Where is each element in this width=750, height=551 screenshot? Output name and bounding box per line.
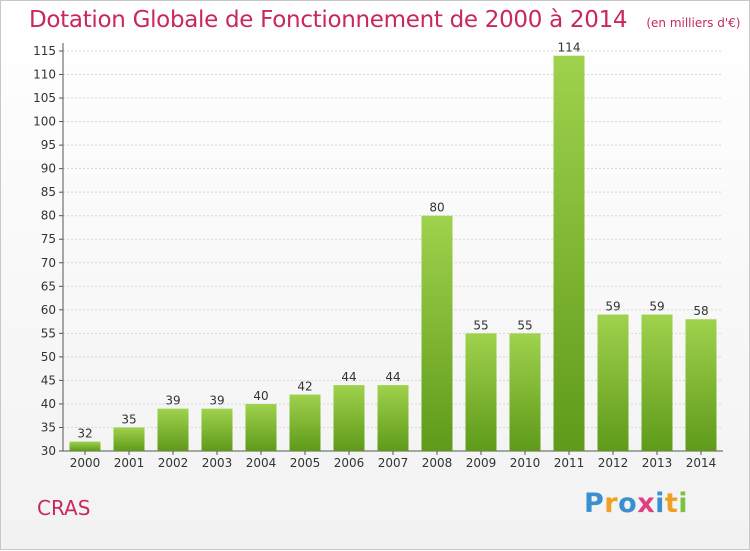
bar xyxy=(69,441,101,451)
data-label: 55 xyxy=(517,318,532,332)
chart-title-block: Dotation Globale de Fonctionnement de 20… xyxy=(29,7,740,33)
bars xyxy=(69,55,717,452)
data-label: 55 xyxy=(473,318,488,332)
commune-name: CRAS xyxy=(37,496,91,520)
x-tick-label: 2012 xyxy=(598,456,629,470)
x-tick-label: 2001 xyxy=(114,456,145,470)
data-label: 114 xyxy=(558,41,581,55)
x-tick-label: 2006 xyxy=(334,456,365,470)
y-tick-label: 70 xyxy=(41,256,56,270)
y-tick-label: 55 xyxy=(41,326,56,340)
y-tick-label: 100 xyxy=(33,115,56,129)
data-label: 80 xyxy=(429,201,444,215)
data-label: 59 xyxy=(649,300,664,314)
logo-letter: P xyxy=(584,488,605,519)
x-tick-label: 2009 xyxy=(466,456,497,470)
bar xyxy=(333,385,365,451)
y-tick-label: 90 xyxy=(41,162,56,176)
bar xyxy=(289,394,321,451)
x-tick-label: 2010 xyxy=(510,456,541,470)
x-tick-label: 2000 xyxy=(70,456,101,470)
bar xyxy=(465,333,497,451)
logo-letter: i xyxy=(678,488,689,519)
y-tick-label: 50 xyxy=(41,350,56,364)
bar xyxy=(509,333,541,451)
logo-letter: x xyxy=(637,488,656,519)
bar xyxy=(553,55,585,452)
y-tick-label: 115 xyxy=(33,44,56,58)
data-label: 42 xyxy=(297,380,312,394)
bar xyxy=(597,314,629,451)
y-tick-label: 80 xyxy=(41,209,56,223)
data-label: 44 xyxy=(385,370,400,384)
x-tick-label: 2004 xyxy=(246,456,277,470)
chart-subtitle: (en milliers d'€) xyxy=(646,16,741,30)
y-tick-label: 65 xyxy=(41,279,56,293)
y-tick-label: 105 xyxy=(33,91,56,105)
bar xyxy=(157,408,189,451)
x-tick-label: 2002 xyxy=(158,456,189,470)
logo-letter: o xyxy=(618,488,638,519)
y-tick-label: 40 xyxy=(41,397,56,411)
bar xyxy=(377,385,409,451)
y-tick-label: 85 xyxy=(41,185,56,199)
data-label: 58 xyxy=(693,304,708,318)
y-tick-label: 95 xyxy=(41,138,56,152)
y-tick-label: 60 xyxy=(41,303,56,317)
logo-letter: i xyxy=(655,488,665,519)
data-label: 39 xyxy=(165,394,180,408)
x-tick-label: 2007 xyxy=(378,456,409,470)
x-tick-label: 2014 xyxy=(686,456,717,470)
x-tick-label: 2005 xyxy=(290,456,321,470)
data-label: 44 xyxy=(341,370,356,384)
y-tick-label: 110 xyxy=(33,68,56,82)
y-tick-label: 75 xyxy=(41,232,56,246)
data-label: 59 xyxy=(605,300,620,314)
proxiti-logo: Proxiti xyxy=(584,488,688,519)
bar xyxy=(245,403,277,451)
bar xyxy=(113,427,145,451)
data-label: 40 xyxy=(253,389,268,403)
data-label: 35 xyxy=(121,412,136,426)
logo-letter: r xyxy=(604,488,619,519)
x-tick-label: 2013 xyxy=(642,456,673,470)
bar xyxy=(421,215,453,451)
data-label: 32 xyxy=(77,427,92,441)
y-tick-label: 35 xyxy=(41,420,56,434)
labels: 30 35 40 45 50 55 60 65 70 75 80 85 90 95 100 105 110 115… xyxy=(33,41,716,470)
logo-letter: t xyxy=(664,488,679,519)
x-tick-label: 2011 xyxy=(554,456,585,470)
bar xyxy=(201,408,233,451)
x-tick-label: 2008 xyxy=(422,456,453,470)
data-label: 39 xyxy=(209,394,224,408)
bar xyxy=(685,319,717,451)
y-tick-label: 45 xyxy=(41,373,56,387)
x-tick-label: 2003 xyxy=(202,456,233,470)
bar xyxy=(641,314,673,451)
y-tick-label: 30 xyxy=(41,444,56,458)
chart-title: Dotation Globale de Fonctionnement de 20… xyxy=(29,7,628,33)
